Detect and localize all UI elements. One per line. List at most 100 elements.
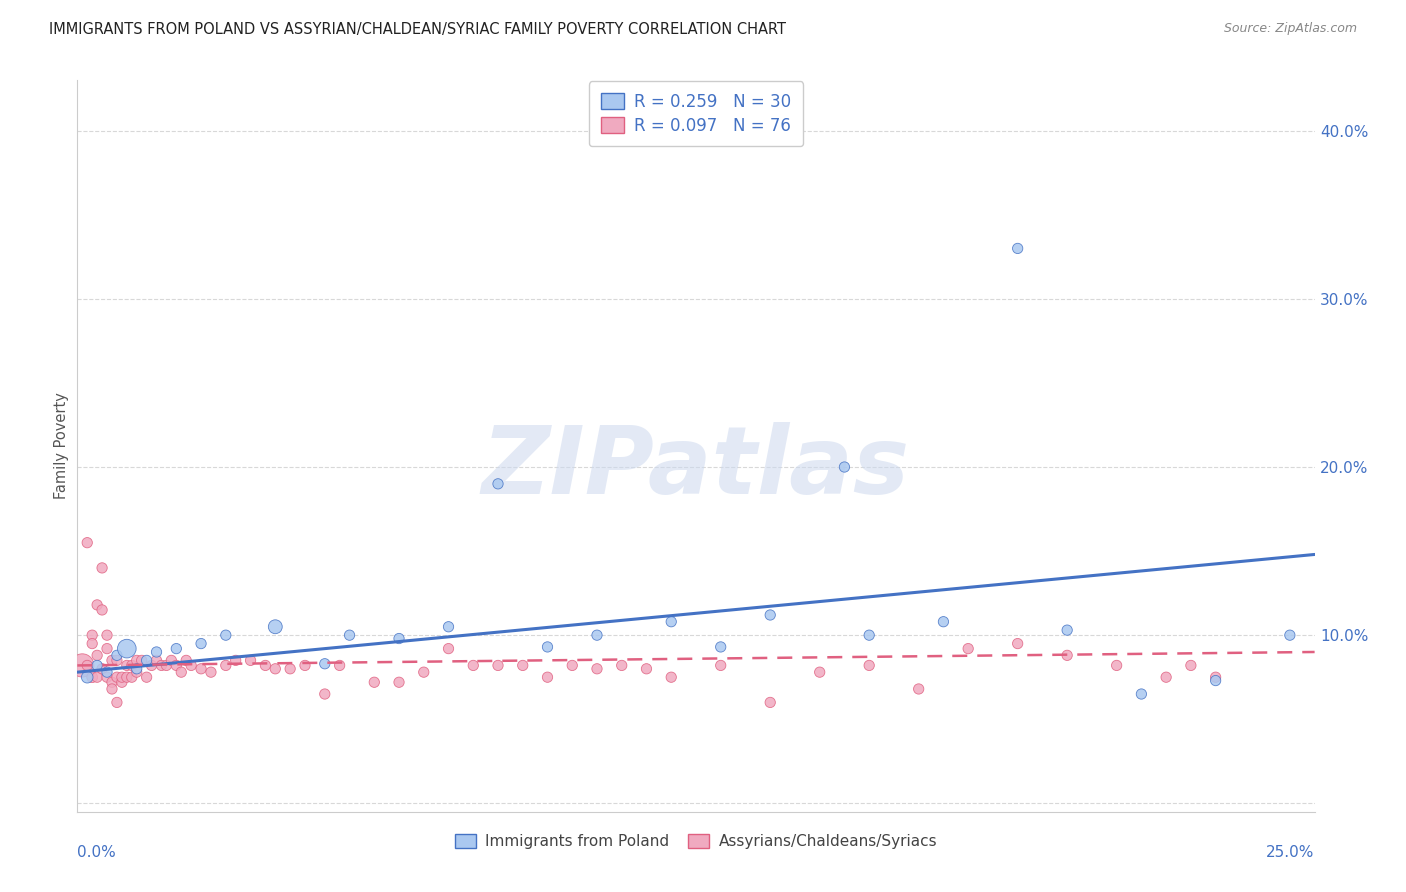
Point [264, 620, 287, 634]
Point [82, 670, 104, 684]
Point [239, 653, 262, 667]
Point [86, 648, 108, 663]
Point [586, 662, 609, 676]
Point [1056, 648, 1078, 663]
Point [314, 657, 336, 671]
Text: Source: ZipAtlas.com: Source: ZipAtlas.com [1223, 22, 1357, 36]
Point [96, 665, 118, 680]
Point [610, 658, 633, 673]
Point [86, 658, 108, 673]
Point [486, 658, 509, 673]
Point [135, 670, 157, 684]
Point [86, 598, 108, 612]
Point [76, 670, 98, 684]
Point [636, 662, 658, 676]
Point [1130, 687, 1153, 701]
Point [91, 603, 114, 617]
Point [76, 535, 98, 549]
Point [536, 670, 558, 684]
Point [294, 658, 316, 673]
Point [1105, 658, 1128, 673]
Point [105, 648, 128, 663]
Point [858, 628, 880, 642]
Point [125, 665, 148, 680]
Point [225, 653, 247, 667]
Point [586, 628, 609, 642]
Point [105, 695, 128, 709]
Point [190, 662, 212, 676]
Point [125, 653, 148, 667]
Point [710, 640, 733, 654]
Point [121, 670, 143, 684]
Point [115, 658, 138, 673]
Point [710, 658, 733, 673]
Point [463, 658, 485, 673]
Point [91, 662, 114, 676]
Point [1205, 670, 1227, 684]
Point [82, 636, 104, 650]
Point [388, 675, 411, 690]
Point [437, 641, 460, 656]
Point [105, 653, 128, 667]
Point [76, 658, 98, 673]
Point [254, 658, 277, 673]
Point [180, 658, 202, 673]
Point [200, 665, 222, 680]
Point [145, 653, 167, 667]
Point [1154, 670, 1177, 684]
Point [96, 641, 118, 656]
Point [111, 670, 134, 684]
Point [659, 670, 682, 684]
Point [215, 658, 238, 673]
Point [512, 658, 534, 673]
Point [561, 658, 583, 673]
Point [1007, 242, 1029, 256]
Point [215, 628, 238, 642]
Point [759, 607, 782, 622]
Point [363, 675, 385, 690]
Point [91, 561, 114, 575]
Point [82, 628, 104, 642]
Point [101, 653, 124, 667]
Point [339, 628, 361, 642]
Point [1278, 628, 1301, 642]
Point [105, 670, 128, 684]
Point [111, 675, 134, 690]
Point [101, 675, 124, 690]
Point [190, 636, 212, 650]
Point [957, 641, 980, 656]
Point [135, 653, 157, 667]
Point [264, 662, 287, 676]
Point [145, 645, 167, 659]
Point [437, 620, 460, 634]
Text: IMMIGRANTS FROM POLAND VS ASSYRIAN/CHALDEAN/SYRIAC FAMILY POVERTY CORRELATION CH: IMMIGRANTS FROM POLAND VS ASSYRIAN/CHALD… [49, 22, 786, 37]
Point [329, 658, 352, 673]
Point [86, 670, 108, 684]
Point [115, 670, 138, 684]
Point [486, 476, 509, 491]
Point [808, 665, 831, 680]
Point [858, 658, 880, 673]
Point [96, 628, 118, 642]
Point [1180, 658, 1202, 673]
Point [659, 615, 682, 629]
Point [907, 681, 929, 696]
Legend: Immigrants from Poland, Assyrians/Chaldeans/Syriacs: Immigrants from Poland, Assyrians/Chalde… [449, 828, 943, 855]
Point [150, 658, 173, 673]
Point [170, 665, 193, 680]
Point [165, 641, 187, 656]
Text: 25.0%: 25.0% [1267, 845, 1315, 860]
Text: 0.0%: 0.0% [77, 845, 117, 860]
Point [160, 653, 183, 667]
Point [155, 658, 177, 673]
Y-axis label: Family Poverty: Family Poverty [53, 392, 69, 500]
Point [121, 658, 143, 673]
Point [536, 640, 558, 654]
Point [1056, 623, 1078, 637]
Point [932, 615, 955, 629]
Point [131, 653, 153, 667]
Point [115, 641, 138, 656]
Point [314, 687, 336, 701]
Point [101, 681, 124, 696]
Point [165, 658, 187, 673]
